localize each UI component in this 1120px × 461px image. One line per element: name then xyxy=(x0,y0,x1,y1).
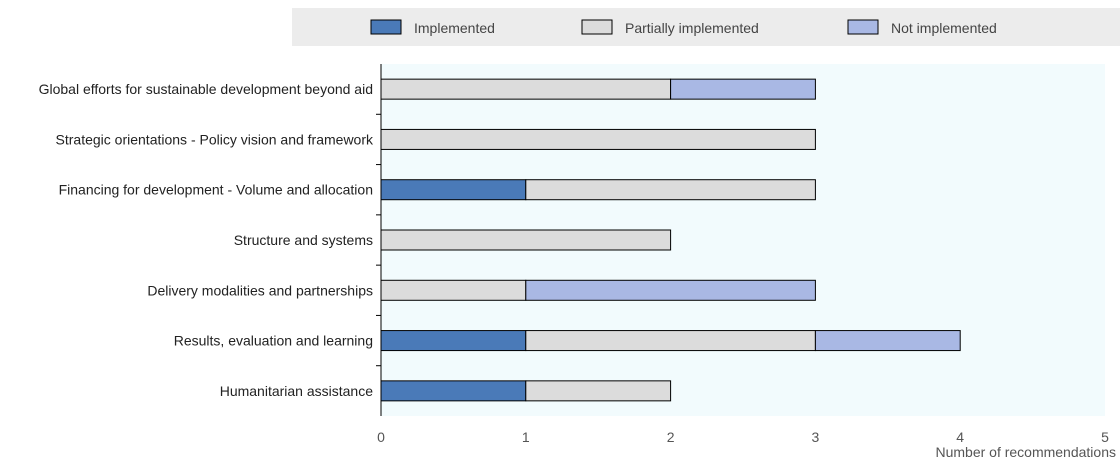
legend-swatch-partially-implemented xyxy=(581,19,613,35)
legend: Implemented Partially implemented Not impl… xyxy=(370,19,997,36)
bar-segment-partially-implemented-3 xyxy=(525,179,816,201)
bar-segment-partially-implemented-2 xyxy=(380,128,816,150)
x-tick-label-4: 4 xyxy=(956,429,964,445)
bar-segment-partially-implemented-7 xyxy=(525,380,672,402)
x-axis-tick-labels: 0 1 2 3 4 5 xyxy=(377,429,1109,445)
bar-segment-implemented-6 xyxy=(380,330,527,352)
bar-segment-partially-implemented-1 xyxy=(380,78,672,100)
legend-swatch-not-implemented xyxy=(847,19,879,35)
bar-segment-implemented-3 xyxy=(380,179,527,201)
category-label-3: Financing for development - Volume and a… xyxy=(59,182,373,198)
bar-segment-not-implemented-1 xyxy=(670,78,816,100)
category-label-6: Results, evaluation and learning xyxy=(174,333,373,349)
x-tick-label-1: 1 xyxy=(522,429,530,445)
category-label-1: Global efforts for sustainable developme… xyxy=(39,81,373,97)
x-tick-label-2: 2 xyxy=(667,429,675,445)
category-labels: Global efforts for sustainable developme… xyxy=(39,81,374,399)
bar-segment-partially-implemented-6 xyxy=(525,330,816,352)
category-label-4: Structure and systems xyxy=(234,232,373,248)
legend-label-implemented: Implemented xyxy=(414,20,495,36)
bar-segment-partially-implemented-4 xyxy=(380,229,672,251)
x-axis-title: Number of recommendations xyxy=(935,444,1116,460)
category-label-7: Humanitarian assistance xyxy=(220,383,374,399)
x-tick-label-5: 5 xyxy=(1101,429,1109,445)
legend-background xyxy=(292,8,1120,46)
bar-segment-implemented-7 xyxy=(380,380,527,402)
bar-segment-not-implemented-5 xyxy=(525,279,816,301)
bar-segment-partially-implemented-5 xyxy=(380,279,527,301)
y-axis-ticks xyxy=(376,113,381,367)
legend-label-not-implemented: Not implemented xyxy=(891,20,997,36)
legend-swatch-implemented xyxy=(370,19,402,35)
x-tick-label-0: 0 xyxy=(377,429,385,445)
legend-label-partially-implemented: Partially implemented xyxy=(625,20,759,36)
x-tick-label-3: 3 xyxy=(812,429,820,445)
category-label-5: Delivery modalities and partnerships xyxy=(147,282,373,298)
bar-segment-not-implemented-6 xyxy=(814,330,961,352)
category-label-2: Strategic orientations - Policy vision a… xyxy=(56,131,374,147)
